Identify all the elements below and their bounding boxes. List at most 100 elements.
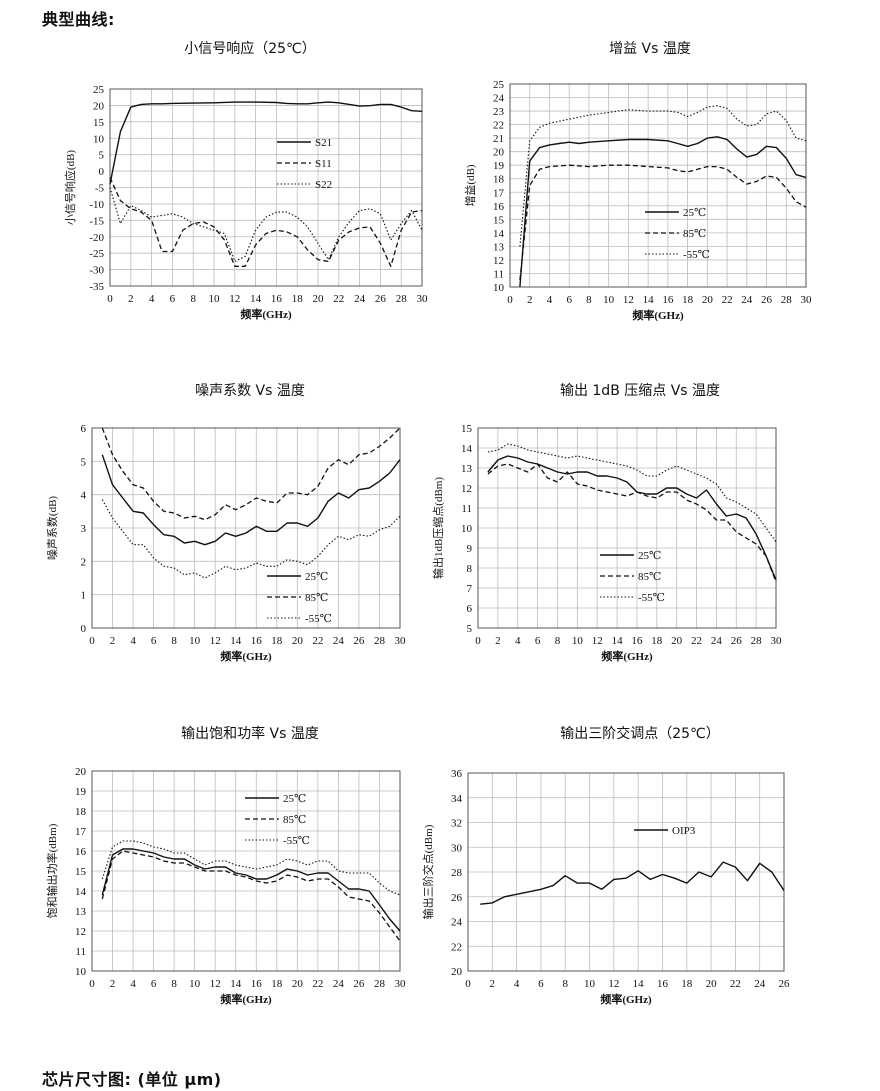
x-tick-label: 28: [781, 294, 793, 306]
chart-p1db: 0 2 4 6 8 10 12 14 16 18 20 22 24 26 28 305678910111213…: [431, 423, 782, 663]
section-heading-typical-curves: 典型曲线:: [42, 10, 115, 29]
x-tick-labels: 0 2 4 6 8 10 12 14 16 18 20 22 24 26 28 30: [475, 635, 782, 647]
x-tick-label: 6: [170, 293, 176, 305]
x-tick-label: 18: [682, 294, 694, 306]
series-line-85: [101, 427, 401, 521]
x-tick-label: 18: [681, 978, 693, 990]
y-tick-labels: 0 1 2 3 4 5 6: [81, 423, 87, 635]
y-tick-label: 9: [467, 543, 473, 555]
x-tick-label: 24: [333, 635, 345, 647]
x-tick-label: 8: [586, 294, 592, 306]
y-tick-label: 18: [75, 806, 87, 818]
series-lines: [487, 443, 777, 583]
y-tick-label: 15: [461, 423, 473, 435]
x-axis-label: 频率(GHz): [220, 649, 272, 663]
y-tick-label: 0: [99, 166, 105, 178]
y-tick-label: 3: [81, 523, 87, 535]
legend-label: S21: [315, 137, 332, 149]
plot-frame: [467, 772, 785, 972]
x-tick-label: 14: [643, 294, 655, 306]
y-tick-label: 25: [493, 79, 505, 91]
legend: 25℃ 85℃ -55℃: [645, 207, 710, 261]
x-tick-label: 16: [251, 635, 263, 647]
gridlines: [477, 427, 777, 629]
chart-title: 输出三阶交调点（25℃）: [560, 726, 720, 742]
x-tick-label: 6: [535, 635, 541, 647]
y-axis-label: 噪声系数(dB): [45, 496, 59, 560]
x-tick-label: 30: [417, 293, 429, 305]
y-tick-label: 1: [81, 590, 87, 602]
y-tick-label: 10: [75, 966, 87, 978]
plot-frame: [91, 427, 401, 629]
y-tick-label: 4: [81, 490, 87, 502]
y-tick-label: 24: [493, 93, 505, 105]
gridlines: [509, 83, 807, 288]
x-tick-label: 8: [562, 978, 568, 990]
legend: S21 S11 S22: [277, 137, 332, 191]
series-line-25: [519, 136, 807, 288]
series-line-55: [101, 499, 401, 579]
y-tick-label: 13: [493, 241, 505, 253]
series-line-55: [519, 105, 807, 247]
y-tick-label: -15: [89, 215, 104, 227]
y-tick-label: 22: [493, 120, 504, 132]
legend: OIP3: [634, 825, 696, 837]
x-tick-label: 6: [151, 978, 157, 990]
chart-title: 输出 1dB 压缩点 Vs 温度: [559, 383, 721, 399]
y-tick-label: 17: [75, 826, 87, 838]
chart-title: 小信号响应（25℃）: [184, 41, 316, 57]
x-tick-labels: 0 2 4 6 8 10 12 14 16 18 20 22 24 26 28 30: [89, 978, 406, 990]
series-line-25: [101, 454, 401, 546]
x-tick-label: 6: [538, 978, 544, 990]
series-line-85: [101, 850, 401, 942]
x-tick-label: 0: [89, 978, 95, 990]
y-tick-label: -20: [89, 232, 104, 244]
y-tick-label: 12: [461, 483, 472, 495]
series-line-85: [487, 463, 777, 583]
y-axis-label: 输出1dB压缩点(dBm): [431, 477, 445, 579]
chart-panel-p1db: 输出 1dB 压缩点 Vs 温度 0 2 4 6 8 10 12 14 16 18 20 22 24 26…: [420, 372, 860, 682]
x-tick-label: 4: [547, 294, 553, 306]
x-tick-label: 30: [395, 635, 407, 647]
x-tick-label: 6: [566, 294, 572, 306]
y-tick-label: 10: [493, 282, 505, 294]
x-tick-label: 14: [250, 293, 262, 305]
legend-label: -55℃: [283, 835, 310, 847]
chart-title: 增益 Vs 温度: [609, 41, 691, 57]
y-axis-label: 饱和输出功率(dBm): [45, 823, 59, 918]
x-tick-label: 4: [130, 978, 136, 990]
chart-panel-noise-figure: 噪声系数 Vs 温度 0 2 4 6 8 10 12 14 16 18 20 22 24 26 28 30 0 1…: [40, 372, 460, 682]
series-line-55: [101, 840, 401, 896]
plot-frame: [91, 770, 401, 972]
y-axis-label: 输出三阶交点(dBm): [421, 824, 435, 919]
x-tick-label: 16: [631, 635, 643, 647]
y-tick-labels: 5 6 7 8 9 10 11 12 13 14 15: [461, 423, 473, 635]
x-tick-label: 0: [475, 635, 481, 647]
y-tick-label: 11: [461, 503, 472, 515]
y-tick-label: 12: [493, 255, 504, 267]
x-tick-label: 12: [623, 294, 634, 306]
y-tick-label: 20: [493, 147, 505, 159]
chart-panel-small-signal: 小信号响应（25℃） 0 2 4 6 8 10 12 14 16 18 20 22 24 26 28 30 -3…: [40, 30, 460, 340]
x-tick-label: 20: [702, 294, 714, 306]
y-tick-label: 30: [451, 842, 463, 854]
y-tick-label: -5: [95, 183, 105, 195]
x-tick-label: 22: [312, 978, 323, 990]
y-tick-label: 11: [493, 268, 504, 280]
x-tick-label: 18: [271, 978, 283, 990]
x-tick-label: 14: [230, 978, 242, 990]
x-tick-label: 18: [292, 293, 304, 305]
series-lines: [109, 101, 423, 267]
x-tick-labels: 0 2 4 6 8 10 12 14 16 18 20 22 24 26 28 30: [507, 294, 812, 306]
chart-title: 噪声系数 Vs 温度: [195, 383, 305, 399]
y-tick-label: 26: [451, 892, 463, 904]
x-tick-label: 10: [209, 293, 221, 305]
x-tick-label: 28: [396, 293, 408, 305]
x-tick-label: 24: [754, 978, 766, 990]
x-tick-label: 20: [671, 635, 683, 647]
x-axis-label: 频率(GHz): [600, 992, 652, 1006]
chart-oip3: 0 2 4 6 8 10 12 14 16 18 20 22 24 2620222426283032343…: [421, 768, 790, 1006]
x-tick-label: 2: [495, 635, 501, 647]
x-tick-label: 30: [801, 294, 813, 306]
series-line-S11: [109, 177, 423, 267]
